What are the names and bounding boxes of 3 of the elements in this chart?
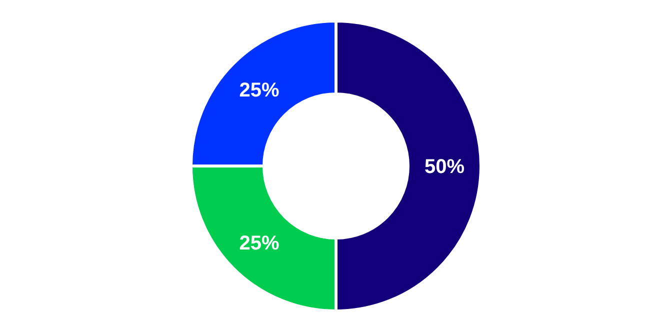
data-label: 50% <box>424 156 465 178</box>
data-label: 25% <box>239 79 280 102</box>
data-label: 25% <box>239 232 280 255</box>
